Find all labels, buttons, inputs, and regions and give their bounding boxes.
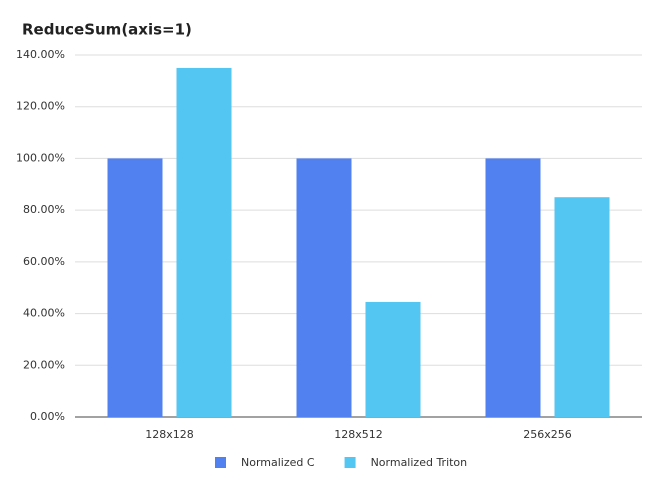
legend-swatch (344, 457, 356, 468)
legend-swatch (215, 457, 226, 468)
bar (365, 301, 421, 417)
y-tick-label: 60.00% (23, 255, 65, 268)
y-tick-label: 140.00% (16, 48, 65, 61)
bar (176, 67, 232, 417)
y-tick-label: 20.00% (23, 358, 65, 371)
bar (485, 158, 541, 417)
x-tick-label: 128x512 (334, 428, 383, 441)
bar (107, 158, 163, 417)
legend-label: Normalized Triton (371, 456, 468, 469)
x-tick-label: 256x256 (523, 428, 572, 441)
y-tick-label: 40.00% (23, 307, 65, 320)
y-tick-label: 0.00% (30, 410, 65, 423)
legend-label: Normalized C (241, 456, 315, 469)
y-tick-label: 120.00% (16, 100, 65, 113)
y-tick-label: 80.00% (23, 203, 65, 216)
y-tick-label: 100.00% (16, 151, 65, 164)
bar (554, 197, 610, 417)
bar (296, 158, 352, 417)
chart-title: ReduceSum(axis=1) (22, 21, 192, 39)
x-tick-label: 128x128 (145, 428, 194, 441)
